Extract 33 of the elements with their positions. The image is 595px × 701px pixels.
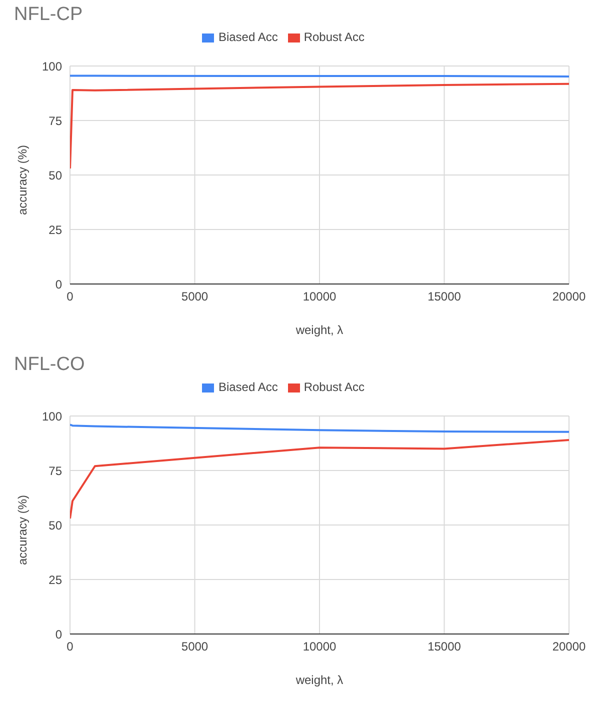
- y-axis-title: accuracy (%): [15, 144, 30, 215]
- y-tick-label: 100: [42, 59, 62, 74]
- x-tick-label: 10000: [302, 290, 337, 304]
- x-axis-title: weight, λ: [294, 323, 344, 337]
- x-tick-label: 0: [66, 640, 74, 654]
- chart-title: NFL-CO: [14, 354, 85, 376]
- y-tick-label: 75: [48, 464, 62, 478]
- x-tick-label: 15000: [428, 640, 462, 654]
- y-tick-label: 25: [48, 222, 62, 237]
- line-series: [70, 438, 569, 520]
- y-tick-label: 0: [55, 277, 62, 292]
- x-tick-label: 0: [66, 290, 74, 304]
- x-tick-label: 20000: [552, 640, 586, 654]
- x-axis-title: weight, λ: [294, 673, 344, 687]
- y-axis-title: accuracy (%): [15, 494, 30, 565]
- legend-label: Robust Acc: [304, 30, 365, 44]
- x-tick-label: 5000: [181, 640, 208, 654]
- y-tick-label: 0: [55, 627, 62, 642]
- y-tick-label: 50: [48, 168, 62, 182]
- y-tick-label: 25: [48, 572, 62, 587]
- legend-label: Biased Acc: [218, 30, 278, 44]
- y-tick-label: 75: [48, 114, 62, 128]
- x-tick-label: 10000: [302, 640, 337, 654]
- x-tick-label: 15000: [428, 290, 462, 304]
- y-tick-label: 100: [42, 409, 62, 424]
- y-tick-label: 50: [48, 518, 62, 532]
- line-series: [70, 424, 569, 433]
- x-tick-label: 5000: [181, 290, 208, 304]
- line-series: [70, 82, 569, 170]
- x-tick-label: 20000: [552, 290, 586, 304]
- legend-label: Biased Acc: [218, 380, 278, 394]
- chart-title: NFL-CP: [14, 4, 83, 26]
- legend-label: Robust Acc: [304, 380, 365, 394]
